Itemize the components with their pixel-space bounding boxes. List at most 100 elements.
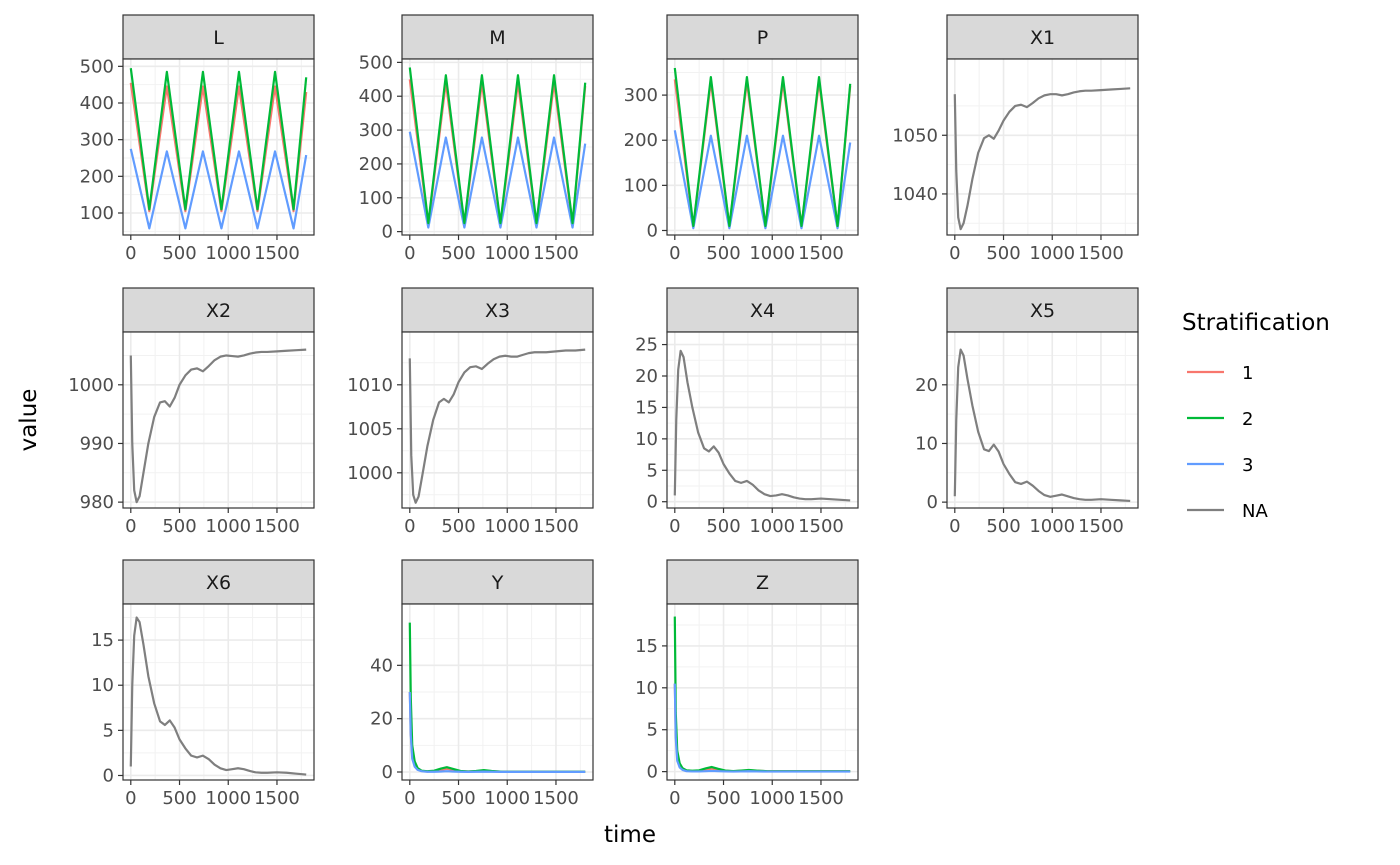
- series-lines: [673, 67, 852, 230]
- strip-label: X4: [750, 300, 775, 322]
- x-tick-label: 1000: [205, 243, 251, 264]
- panel-x6: X6 0 500 1000 1500 0 5 10 15: [91, 559, 315, 809]
- panel-l: L 0 500 1000 1500 100 200 300 400 500: [80, 14, 315, 264]
- series-lines: [953, 87, 1131, 231]
- series-line-3: [408, 691, 586, 773]
- x-tick-label: 1000: [205, 516, 251, 537]
- panel-border: [946, 331, 1139, 509]
- x-tick-label: 1500: [798, 788, 844, 809]
- legend-item: 2: [1187, 409, 1253, 430]
- x-tick-label: 0: [669, 788, 680, 809]
- x-tick-label: 500: [441, 243, 475, 264]
- series-line-3: [673, 130, 852, 230]
- y-tick-label: 980: [80, 492, 114, 513]
- plot-background: [667, 604, 858, 780]
- panel-z: Z 0 500 1000 1500 0 5 10 15: [635, 559, 859, 809]
- gridlines: [402, 332, 593, 508]
- series-line-2: [129, 68, 308, 211]
- panel-x1: X1 0 500 1000 1500 1040 1050: [892, 14, 1139, 264]
- x-tick-label: 1000: [484, 243, 530, 264]
- series-line-3: [408, 131, 587, 229]
- y-tick-label: 10: [635, 678, 658, 699]
- x-tick-label: 500: [162, 243, 196, 264]
- strip-label: X6: [206, 572, 231, 594]
- x-tick-label: 1500: [254, 243, 300, 264]
- x-tick-label: 1500: [1078, 243, 1124, 264]
- y-tick-label: 20: [635, 366, 658, 387]
- x-tick-label: 0: [949, 516, 960, 537]
- gridlines: [667, 332, 858, 508]
- series-lines: [408, 348, 586, 504]
- x-tick-label: 0: [669, 516, 680, 537]
- strip-label: X3: [485, 300, 510, 322]
- panel-border: [946, 58, 1139, 236]
- panel-p: P 0 500 1000 1500 0 100 200 300: [624, 14, 859, 264]
- y-tick-label: 10: [915, 433, 938, 454]
- series-line-na: [673, 349, 851, 502]
- gridlines: [123, 604, 314, 780]
- y-tick-label: 400: [80, 93, 114, 114]
- x-tick-label: 1000: [749, 243, 795, 264]
- panel-border: [122, 58, 315, 236]
- y-tick-label: 1000: [68, 375, 114, 396]
- x-tick-label: 500: [162, 516, 196, 537]
- strip-label: M: [489, 27, 505, 49]
- series-line-na: [129, 348, 307, 504]
- y-tick-label: 300: [624, 85, 658, 106]
- x-tick-label: 500: [706, 243, 740, 264]
- strip-background: [666, 287, 859, 333]
- panel-border: [401, 331, 594, 509]
- y-tick-label: 1005: [347, 419, 393, 440]
- gridlines: [947, 332, 1138, 508]
- legend-item: 1: [1187, 363, 1253, 384]
- strip-background: [122, 14, 315, 60]
- x-tick-label: 0: [125, 788, 136, 809]
- panel-x5: X5 0 500 1000 1500 0 10 20: [915, 287, 1139, 537]
- x-tick-label: 1000: [749, 788, 795, 809]
- y-tick-label: 500: [359, 52, 393, 73]
- x-tick-label: 0: [125, 516, 136, 537]
- series-line-na: [953, 348, 1131, 503]
- x-tick-label: 500: [441, 788, 475, 809]
- x-tick-label: 0: [404, 788, 415, 809]
- y-tick-label: 200: [624, 130, 658, 151]
- panel-m: M 0 500 1000 1500 0 100 200 300 400 500: [359, 14, 594, 264]
- strip-label: X5: [1030, 300, 1055, 322]
- series-line-na: [129, 616, 307, 776]
- y-tick-label: 20: [370, 709, 393, 730]
- x-tick-label: 1500: [533, 788, 579, 809]
- x-tick-label: 1500: [798, 243, 844, 264]
- legend-item: NA: [1187, 501, 1268, 522]
- x-tick-label: 0: [404, 516, 415, 537]
- series-line-2: [408, 67, 587, 225]
- legend-label: NA: [1242, 501, 1268, 522]
- series-line-na: [953, 87, 1131, 231]
- panel-y: Y 0 500 1000 1500 0 20 40: [370, 559, 594, 809]
- x-tick-label: 1000: [484, 516, 530, 537]
- y-tick-label: 0: [647, 220, 658, 241]
- y-tick-label: 500: [80, 56, 114, 77]
- series-line-2: [673, 67, 852, 228]
- y-axis-title: value: [16, 389, 42, 452]
- y-tick-label: 100: [359, 188, 393, 209]
- y-tick-label: 0: [103, 765, 114, 786]
- y-tick-label: 300: [80, 130, 114, 151]
- y-tick-label: 0: [647, 762, 658, 783]
- legend: Stratification 1 2 3 NA: [1182, 310, 1330, 522]
- y-tick-label: 20: [915, 375, 938, 396]
- strip-label: X1: [1030, 27, 1055, 49]
- panel-border: [122, 603, 315, 781]
- y-tick-label: 300: [359, 120, 393, 141]
- plot-background: [947, 59, 1138, 235]
- x-tick-label: 0: [125, 243, 136, 264]
- y-tick-label: 400: [359, 86, 393, 107]
- strip-label: X2: [206, 300, 231, 322]
- series-line-na: [408, 348, 586, 504]
- y-tick-label: 200: [359, 154, 393, 175]
- y-tick-label: 100: [624, 175, 658, 196]
- x-tick-label: 1000: [1029, 516, 1075, 537]
- x-tick-label: 1500: [1078, 516, 1124, 537]
- strip-background: [401, 559, 594, 605]
- y-tick-label: 15: [635, 636, 658, 657]
